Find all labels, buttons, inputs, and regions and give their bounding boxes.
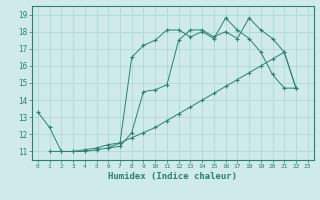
X-axis label: Humidex (Indice chaleur): Humidex (Indice chaleur) [108,172,237,181]
